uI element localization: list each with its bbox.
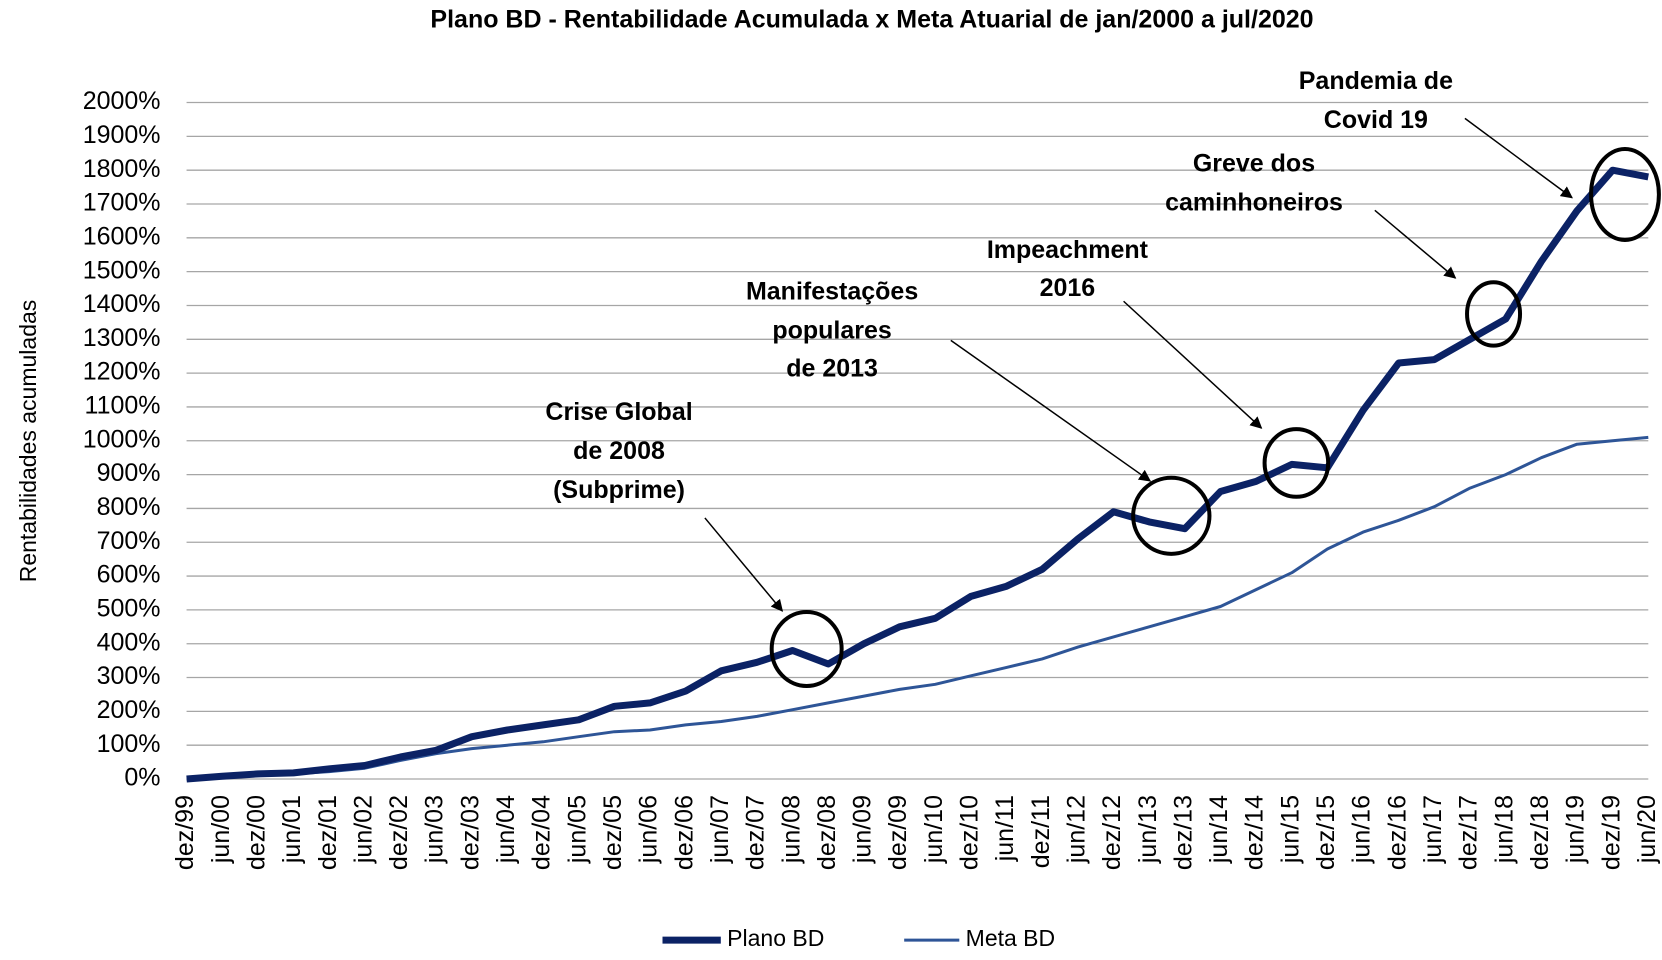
y-tick-label: 1900% — [83, 121, 161, 149]
x-tick-label: jun/06 — [635, 795, 663, 864]
annotation-text: 2016 — [1040, 274, 1096, 302]
x-tick-label: dez/11 — [1027, 795, 1055, 868]
x-tick-label: jun/16 — [1348, 795, 1376, 864]
x-tick-label: dez/13 — [1169, 795, 1197, 870]
x-tick-label: dez/16 — [1383, 795, 1411, 870]
x-tick-label: dez/06 — [670, 795, 698, 870]
x-tick-label: jun/03 — [421, 795, 449, 864]
x-tick-label: jun/20 — [1633, 795, 1661, 864]
annotation-circle — [1131, 475, 1212, 556]
y-tick-label: 900% — [97, 459, 161, 487]
x-tick-label: dez/08 — [813, 795, 841, 870]
x-tick-label: dez/10 — [956, 795, 984, 870]
x-tick-label: dez/05 — [599, 795, 627, 870]
annotation-text: populares — [772, 317, 891, 345]
x-tick-label: jun/13 — [1134, 795, 1162, 864]
x-tick-label: jun/00 — [207, 795, 235, 864]
x-tick-label: dez/15 — [1312, 795, 1340, 870]
y-tick-label: 100% — [97, 730, 161, 758]
x-tick-label: jun/19 — [1562, 795, 1590, 864]
annotation-text: caminhoneiros — [1165, 189, 1343, 217]
y-tick-label: 1200% — [83, 358, 161, 386]
x-tick-label: dez/09 — [884, 795, 912, 870]
annotation-text: Pandemia de — [1299, 67, 1453, 95]
x-tick-label: jun/01 — [278, 795, 306, 864]
y-tick-label: 0% — [124, 764, 160, 792]
x-tick-label: dez/99 — [171, 795, 199, 870]
x-tick-label: jun/14 — [1205, 795, 1233, 864]
x-tick-label: dez/03 — [456, 795, 484, 870]
x-tick-label: dez/12 — [1098, 795, 1126, 870]
y-tick-label: 2000% — [83, 87, 161, 115]
annotation-text: Impeachment — [987, 236, 1149, 264]
annotation-arrow — [950, 339, 1152, 482]
legend-label: Meta BD — [966, 925, 1055, 951]
annotation-arrow — [704, 517, 784, 612]
x-tick-label: dez/01 — [314, 795, 342, 870]
annotation-circle — [1262, 427, 1331, 499]
annotation-arrow — [1123, 300, 1263, 429]
annotation-circle — [1465, 280, 1523, 348]
y-tick-label: 1500% — [83, 256, 161, 284]
annotation-circle — [1589, 147, 1661, 242]
x-tick-label: dez/19 — [1597, 795, 1625, 870]
y-tick-label: 300% — [97, 662, 161, 690]
annotation-text: Manifestações — [746, 277, 918, 305]
y-tick-label: 200% — [97, 696, 161, 724]
x-tick-label: jun/08 — [777, 795, 805, 864]
chart-title: Plano BD - Rentabilidade Acumulada x Met… — [430, 6, 1313, 34]
x-tick-label: dez/14 — [1241, 795, 1269, 870]
y-tick-label: 1000% — [83, 425, 161, 453]
annotation-arrow — [1374, 209, 1457, 279]
legend-label: Plano BD — [727, 925, 824, 951]
y-tick-label: 1100% — [85, 392, 161, 420]
annotation-text: (Subprime) — [553, 476, 685, 504]
x-tick-label: jun/05 — [563, 795, 591, 864]
annotation-arrow — [1464, 117, 1573, 199]
y-tick-label: 600% — [97, 561, 161, 589]
x-tick-label: dez/02 — [385, 795, 413, 870]
x-tick-label: jun/10 — [920, 795, 948, 864]
y-tick-label: 700% — [97, 527, 161, 555]
y-tick-label: 1300% — [83, 324, 161, 352]
x-tick-label: jun/12 — [1062, 795, 1090, 864]
x-tick-label: dez/17 — [1455, 795, 1483, 870]
y-tick-label: 800% — [97, 493, 161, 521]
y-tick-label: 1700% — [83, 189, 161, 217]
annotation-circle — [769, 610, 844, 688]
series-line — [186, 435, 1649, 781]
x-tick-label: dez/04 — [528, 795, 556, 870]
annotation-text: Crise Global — [545, 398, 692, 426]
y-axis-label: Rentabilidades acumuladas — [15, 300, 41, 583]
y-tick-label: 1600% — [83, 222, 161, 250]
x-tick-label: jun/17 — [1419, 795, 1447, 864]
annotation-text: de 2013 — [786, 355, 878, 383]
x-tick-label: dez/07 — [742, 795, 770, 870]
x-tick-label: jun/15 — [1276, 795, 1304, 864]
x-tick-label: jun/04 — [492, 795, 520, 864]
x-tick-label: dez/18 — [1526, 795, 1554, 870]
y-tick-label: 500% — [97, 594, 161, 622]
x-tick-label: jun/11 — [991, 795, 1019, 862]
annotation-text: de 2008 — [573, 437, 665, 465]
y-tick-label: 1800% — [83, 155, 161, 183]
y-tick-label: 400% — [97, 628, 161, 656]
x-tick-label: jun/02 — [349, 795, 377, 864]
series-line — [186, 166, 1649, 783]
x-tick-label: dez/00 — [242, 795, 270, 870]
annotation-text: Covid 19 — [1324, 106, 1428, 134]
y-tick-label: 1400% — [83, 290, 161, 318]
annotation-text: Greve dos — [1193, 150, 1315, 178]
x-tick-label: jun/09 — [849, 795, 877, 864]
x-tick-label: jun/18 — [1490, 795, 1518, 864]
x-tick-label: jun/07 — [706, 795, 734, 864]
